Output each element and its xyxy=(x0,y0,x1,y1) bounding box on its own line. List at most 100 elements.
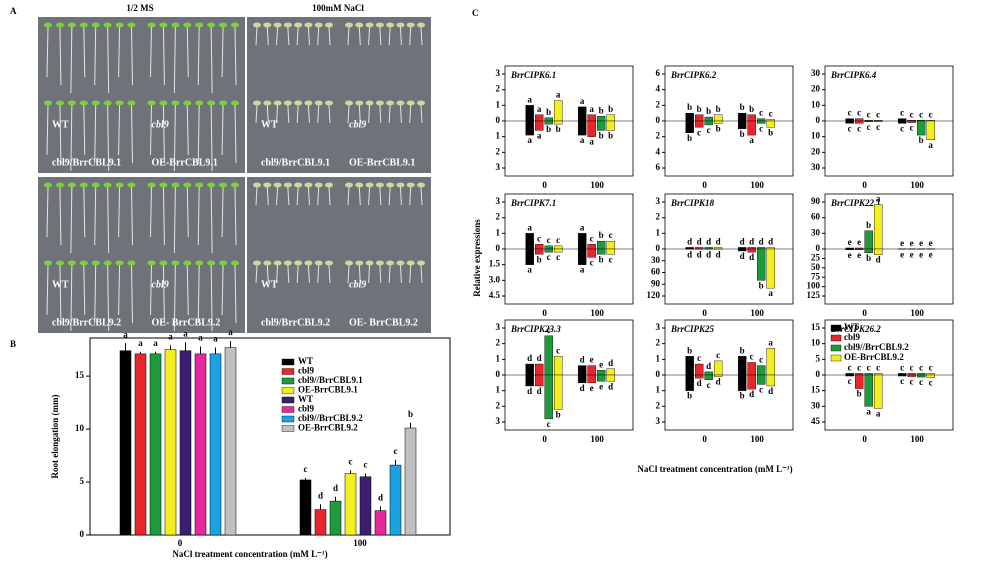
bar-down xyxy=(553,374,563,410)
bar-down xyxy=(685,120,694,133)
bar xyxy=(389,464,402,536)
significance-letter: e xyxy=(929,249,933,259)
y-tick-label: 3 xyxy=(656,322,661,332)
bar xyxy=(344,473,357,536)
seedling-root xyxy=(358,264,361,284)
seedling-root xyxy=(118,264,121,316)
seedling-leaf xyxy=(183,260,192,266)
seedling-root xyxy=(388,104,391,124)
seedling-root xyxy=(368,186,371,206)
seedling-leaf xyxy=(115,260,124,266)
seedling-leaf xyxy=(147,260,156,266)
panel-title: BrrCIPK6.2 xyxy=(670,70,717,80)
bar-down xyxy=(845,120,854,124)
significance-letter: d xyxy=(697,236,702,246)
bar-down xyxy=(864,120,873,122)
significance-letter: e xyxy=(599,359,603,369)
seedling-leaf xyxy=(325,260,333,266)
significance-letter: d xyxy=(527,353,532,363)
seedling-leaf xyxy=(231,182,239,188)
significance-letter: a xyxy=(527,94,532,104)
seedling-root xyxy=(162,186,165,246)
seedling-leaf xyxy=(355,182,364,188)
seedling-leaf xyxy=(91,260,100,266)
bar-up xyxy=(587,244,596,250)
significance-letter: c xyxy=(349,456,353,466)
seedling-leaf xyxy=(67,22,76,28)
seedling-leaf xyxy=(127,260,136,266)
significance-letter: c xyxy=(759,108,763,118)
seedling-leaf xyxy=(219,182,228,188)
seedling-leaf xyxy=(273,22,282,28)
seedling-leaf xyxy=(355,22,364,28)
seedling-root xyxy=(399,104,402,124)
seedling-leaf xyxy=(67,260,76,266)
significance-letter: b xyxy=(537,254,542,264)
seedling-root xyxy=(59,26,62,86)
seedling-root xyxy=(307,186,310,206)
seedling-root xyxy=(46,26,49,78)
y-tick-label: 15 xyxy=(811,385,821,395)
x-tick-label: 0 xyxy=(542,434,547,444)
bar-down xyxy=(737,120,747,130)
y-tick-label: 50 xyxy=(811,262,821,272)
bar-down xyxy=(926,374,935,378)
significance-letter: a xyxy=(866,406,871,416)
y-tick-label: 2 xyxy=(496,84,501,94)
seedling-root xyxy=(107,104,110,172)
seedling-root xyxy=(317,186,320,206)
significance-letter: c xyxy=(547,325,551,335)
significance-letter: b xyxy=(749,104,754,114)
seedling-leaf xyxy=(103,22,112,28)
seedling-root xyxy=(46,186,49,238)
seedling-root xyxy=(186,26,189,78)
significance-letter: c xyxy=(707,380,711,390)
significance-letter: c xyxy=(876,109,880,119)
bar-up xyxy=(685,356,694,376)
x-axis-label: NaCl treatment concentration (mM L⁻¹) xyxy=(172,549,327,559)
significance-letter: a xyxy=(537,104,542,114)
bar xyxy=(404,427,417,536)
panel-label: A xyxy=(10,6,17,16)
x-tick-label: 100 xyxy=(910,180,924,190)
bar xyxy=(179,350,192,536)
y-tick-label: 10 xyxy=(75,423,85,433)
significance-letter: d xyxy=(537,386,542,396)
seedling-root xyxy=(46,104,49,156)
seedling-leaf xyxy=(231,100,239,106)
seedling-root xyxy=(234,264,237,324)
seedling-leaf xyxy=(365,100,374,106)
seedling-leaf xyxy=(396,100,405,106)
seedling-leaf xyxy=(263,260,272,266)
seedling-leaf xyxy=(417,100,425,106)
significance-letter: d xyxy=(768,386,773,396)
significance-letter: c xyxy=(697,353,701,363)
seedling-root xyxy=(287,264,290,284)
significance-letter: d xyxy=(706,361,711,371)
bar xyxy=(359,476,372,536)
seedling-leaf xyxy=(103,182,112,188)
photo-label: OE-BrrCBL9.1 xyxy=(152,157,218,168)
seedling-root xyxy=(368,104,371,124)
y-tick-label: 3 xyxy=(496,322,501,332)
bar-down xyxy=(596,248,606,255)
seedling-leaf xyxy=(304,182,313,188)
seedling-leaf xyxy=(231,260,239,266)
seedling-root xyxy=(197,186,200,246)
significance-letter: b xyxy=(687,102,692,112)
seedling-leaf xyxy=(207,100,216,106)
seedling-leaf xyxy=(406,182,415,188)
seedling-root xyxy=(358,104,361,124)
seedling-leaf xyxy=(171,100,180,106)
seedling-root xyxy=(287,186,290,206)
significance-letter: d xyxy=(580,383,585,393)
y-tick-label: 4 xyxy=(656,146,661,156)
seedling-root xyxy=(83,26,86,78)
significance-letter: a xyxy=(580,96,585,106)
y-tick-label: 25 xyxy=(811,252,821,262)
y-tick-label: 5 xyxy=(816,353,821,363)
x-tick-label: 100 xyxy=(750,308,764,318)
significance-letter: c xyxy=(848,376,852,386)
significance-letter: d xyxy=(608,381,613,391)
y-tick-label: 1 xyxy=(656,227,661,237)
